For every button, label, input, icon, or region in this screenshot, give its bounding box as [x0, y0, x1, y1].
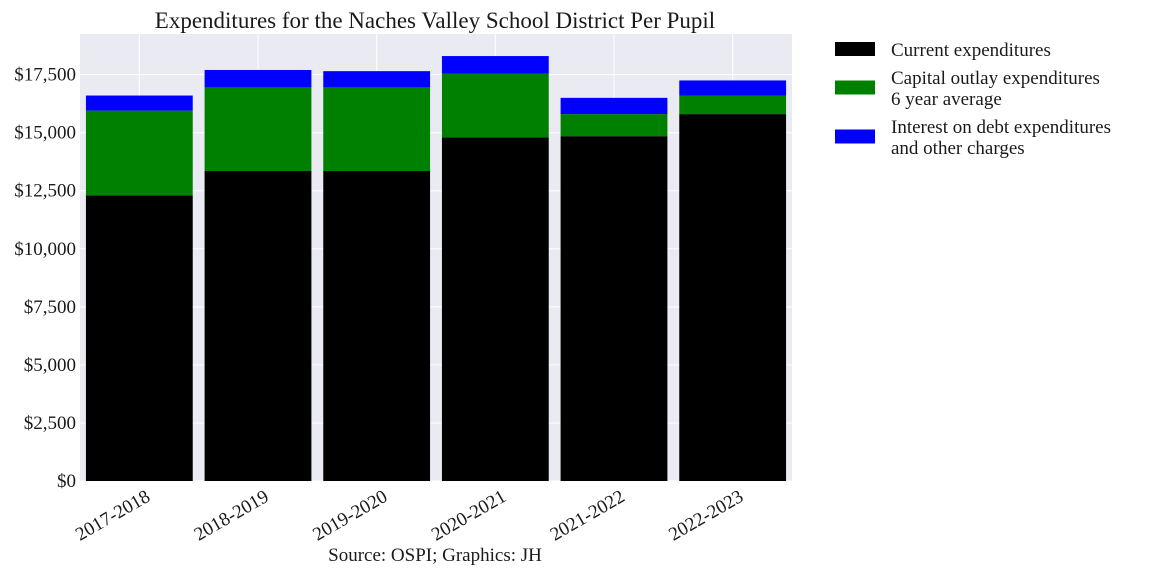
bar-2021-2022-series-2 [560, 97, 668, 115]
x-tick-label: 2018-2019 [191, 486, 273, 545]
y-axis-ticks: $0 $2,500 $5,000 $7,500 $10,000 $12,500 $15,00… [14, 65, 76, 492]
legend-label: Current expenditures [891, 40, 1051, 61]
bar-2021-2022-series-0 [560, 136, 668, 481]
y-tick-label: $2,500 [24, 413, 76, 434]
x-tick-label: 2021-2022 [547, 486, 629, 545]
chart-caption: Source: OSPI; Graphics: JH [328, 545, 542, 566]
x-axis-ticks: 2017-2018 2018-2019 2019-2020 2020-2021 2021… [72, 486, 747, 545]
x-tick-label: 2020-2021 [428, 486, 510, 545]
legend-label: 6 year average [891, 89, 1002, 110]
legend: Current expenditures Capital outlay expen… [835, 40, 1111, 159]
x-tick-label: 2022-2023 [665, 486, 747, 545]
bar-2018-2019-series-1 [204, 87, 312, 172]
bar-2017-2018-series-0 [85, 195, 193, 482]
legend-swatch [835, 80, 875, 95]
bar-2017-2018-series-1 [85, 110, 193, 196]
bar-2021-2022-series-1 [560, 114, 668, 137]
bar-2018-2019-series-0 [204, 171, 312, 481]
bar-2019-2020-series-2 [323, 71, 431, 88]
y-tick-label: $17,500 [14, 65, 76, 86]
legend-label: Interest on debt expenditures [891, 117, 1111, 138]
x-tick-label: 2017-2018 [72, 486, 154, 545]
bar-2022-2023-series-0 [679, 114, 787, 481]
chart-title: Expenditures for the Naches Valley Schoo… [155, 8, 715, 33]
bar-2020-2021-series-1 [441, 73, 549, 138]
y-tick-label: $0 [57, 471, 76, 492]
bar-2019-2020-series-1 [323, 87, 431, 172]
bar-2017-2018-series-2 [85, 95, 193, 111]
y-tick-label: $7,500 [24, 297, 76, 318]
x-tick-label: 2019-2020 [309, 486, 391, 545]
legend-item-0: Current expenditures [835, 40, 1051, 61]
y-tick-label: $5,000 [24, 355, 76, 376]
bar-2022-2023-series-1 [679, 95, 787, 115]
bar-2019-2020-series-0 [323, 171, 431, 481]
bar-2022-2023-series-2 [679, 80, 787, 96]
y-tick-label: $10,000 [14, 239, 76, 260]
legend-label: Capital outlay expenditures [891, 68, 1100, 89]
legend-swatch [835, 42, 875, 56]
plot-area [80, 34, 792, 481]
bar-2018-2019-series-2 [204, 69, 312, 88]
legend-label: and other charges [891, 138, 1025, 159]
bar-2020-2021-series-0 [441, 137, 549, 482]
legend-swatch [835, 129, 875, 144]
y-tick-label: $12,500 [14, 181, 76, 202]
bars [85, 56, 787, 482]
y-tick-label: $15,000 [14, 123, 76, 144]
bar-2020-2021-series-2 [441, 56, 549, 74]
